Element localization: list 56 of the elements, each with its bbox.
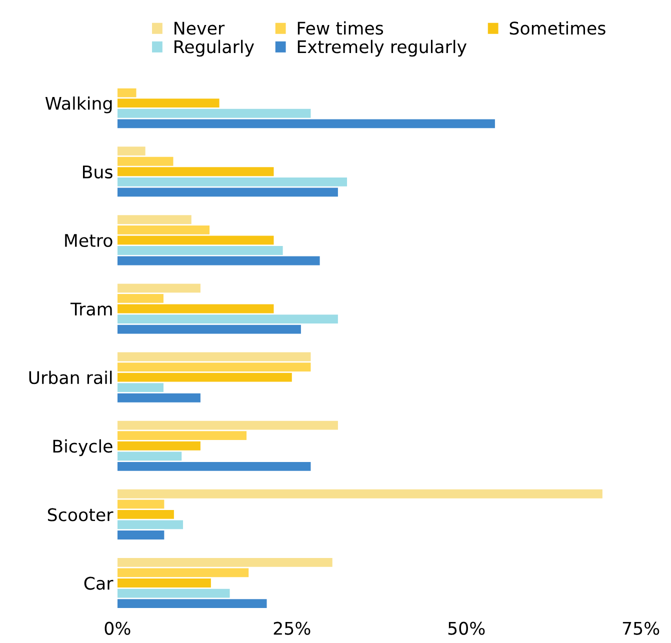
bar	[117, 599, 267, 608]
bar	[117, 294, 164, 303]
bar	[117, 362, 311, 372]
legend-label: Few times	[298, 21, 384, 35]
x-tick-label: 0%	[104, 622, 130, 635]
bar	[117, 304, 274, 314]
bar	[117, 372, 292, 382]
y-tick-label: Urban rail	[29, 370, 112, 384]
legend-label: Sometimes	[510, 21, 606, 35]
bar	[117, 452, 182, 461]
bar	[117, 568, 249, 578]
bar	[117, 284, 200, 293]
bar	[117, 520, 184, 530]
bar	[117, 431, 247, 440]
bar	[117, 530, 164, 540]
bar	[117, 225, 210, 234]
bar	[117, 558, 332, 567]
bar	[117, 167, 274, 176]
x-tick-label: 75%	[622, 622, 660, 635]
bar	[117, 177, 348, 186]
bar	[117, 500, 164, 509]
bar	[117, 119, 495, 128]
bar	[117, 146, 146, 156]
bar	[117, 156, 174, 166]
bar	[117, 314, 338, 324]
y-tick-label: Walking	[45, 96, 112, 114]
x-tick-label: 25%	[274, 622, 310, 635]
legend-label: Never	[174, 22, 225, 35]
legend-label: Regularly	[174, 40, 254, 57]
bar	[117, 324, 301, 334]
bar	[117, 236, 274, 245]
bar	[117, 510, 174, 519]
y-tick-label: Scooter	[48, 508, 114, 522]
bar	[117, 256, 320, 266]
bar	[117, 393, 200, 402]
bar	[117, 441, 200, 450]
bar	[117, 578, 211, 588]
y-tick-label: Car	[84, 576, 114, 590]
y-tick-label: Bus	[83, 166, 112, 178]
bar	[117, 383, 164, 392]
bar	[117, 98, 220, 108]
bar	[117, 108, 311, 118]
x-tick-label: 50%	[448, 622, 485, 635]
bar	[117, 352, 311, 362]
bar	[117, 420, 338, 430]
bar	[117, 588, 230, 598]
bar	[117, 489, 602, 498]
bar	[117, 88, 136, 98]
y-tick-label: Metro	[65, 234, 112, 248]
bar	[117, 215, 192, 224]
bar	[117, 246, 283, 255]
y-tick-label: Tram	[70, 302, 112, 316]
y-tick-label: Bicycle	[53, 439, 112, 456]
bar	[117, 188, 338, 197]
legend-label: Extremely regularly	[298, 40, 467, 57]
bar	[117, 462, 311, 471]
